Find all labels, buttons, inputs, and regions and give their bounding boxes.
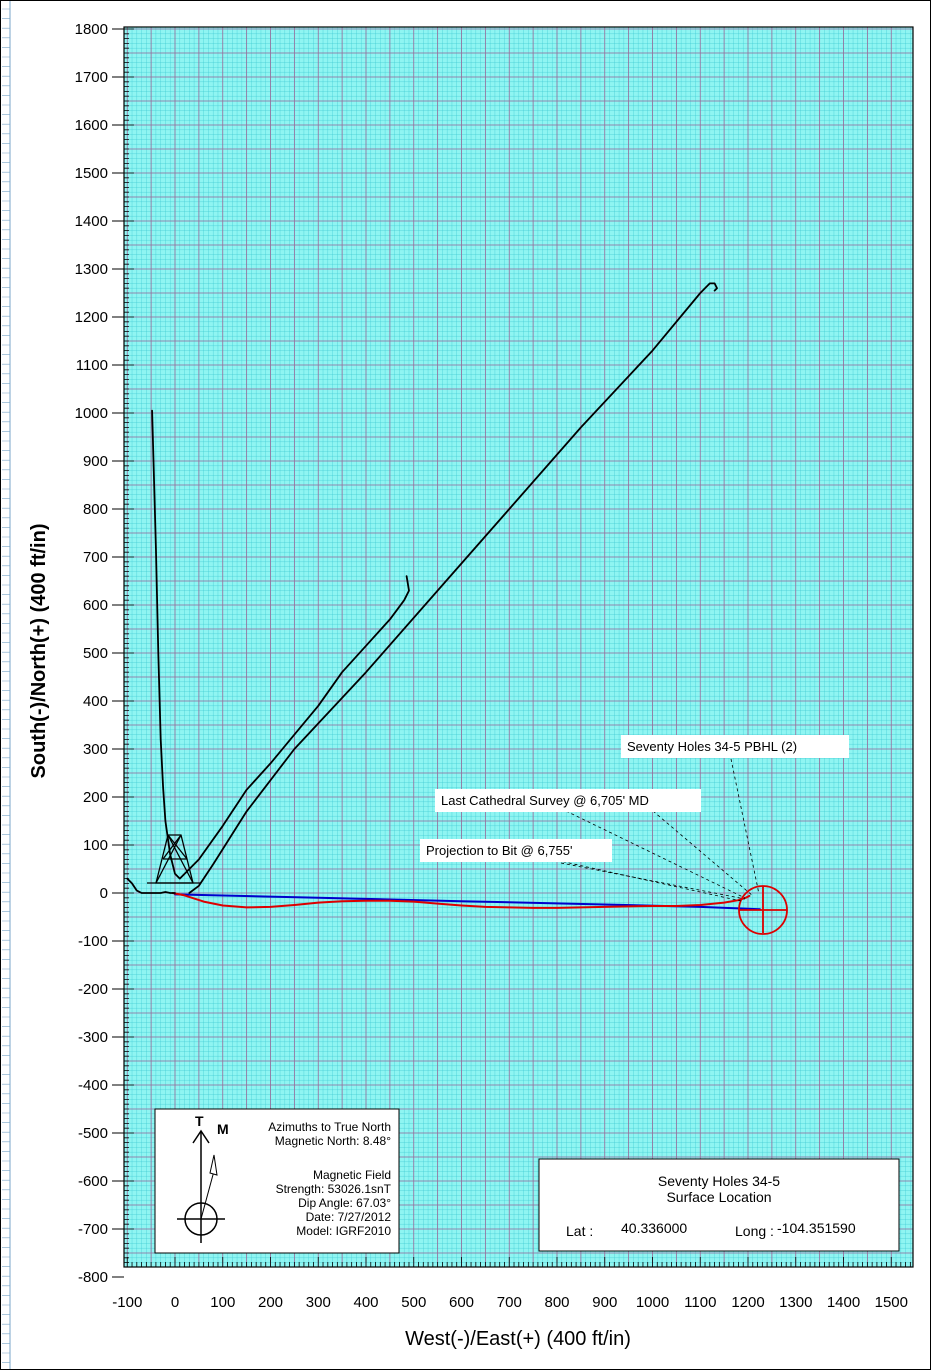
north-info-box: T M Azimuths to True North Magnetic Nort… — [154, 1108, 400, 1254]
pbhl-text: Seventy Holes 34-5 PBHL (2) — [627, 739, 797, 754]
x-tick-label: 1300 — [779, 1294, 812, 1311]
lat-label: Lat : — [566, 1223, 593, 1239]
y-tick-label: 700 — [83, 549, 108, 566]
x-tick-label: 1500 — [875, 1294, 908, 1311]
left-margin-ruler — [2, 1, 11, 1369]
last-survey-text: Last Cathedral Survey @ 6,705' MD — [441, 793, 649, 808]
y-tick-label: -800 — [78, 1269, 108, 1286]
long-value: -104.351590 — [777, 1220, 856, 1236]
major-grid — [124, 27, 913, 1267]
y-tick-label: 300 — [83, 741, 108, 758]
strength-text: Strength: 53026.1snT — [276, 1182, 392, 1196]
dip-angle-text: Dip Angle: 67.03° — [298, 1196, 391, 1210]
projection-label: Projection to Bit @ 6,755' — [420, 839, 612, 862]
long-label: Long : — [735, 1223, 774, 1239]
x-tick-label: 400 — [353, 1294, 378, 1311]
true-north-letter: T — [195, 1113, 204, 1129]
axis-ticks — [124, 28, 911, 1267]
annotation-leaders — [550, 758, 760, 902]
tick-marks — [124, 28, 911, 1267]
target-circle — [738, 885, 788, 935]
x-tick-label: -100 — [112, 1294, 142, 1311]
magnetic-north-letter: M — [217, 1121, 229, 1137]
y-tick-label: 0 — [100, 885, 108, 902]
y-tick-label: 900 — [83, 453, 108, 470]
azimuths-text: Azimuths to True North — [268, 1120, 391, 1134]
x-tick-label: 900 — [592, 1294, 617, 1311]
surface-location-box: Seventy Holes 34-5 Surface Location Lat … — [538, 1158, 900, 1252]
y-tick-label: 200 — [83, 789, 108, 806]
x-tick-label: 200 — [258, 1294, 283, 1311]
y-tick-label: -700 — [78, 1221, 108, 1238]
well-name-text: Seventy Holes 34-5 — [658, 1173, 780, 1189]
left-ruler-ticks — [2, 8, 10, 1363]
magnetic-north-arrowhead — [209, 1154, 218, 1176]
y-tick-label: 1800 — [75, 21, 108, 38]
true-north-arrowhead — [192, 1129, 210, 1144]
x-axis-title: West(-)/East(+) (400 ft/in) — [405, 1328, 631, 1350]
x-tick-label: 1000 — [636, 1294, 669, 1311]
rig-icon — [147, 834, 201, 884]
y-tick-label: -500 — [78, 1125, 108, 1142]
x-tick-label: 0 — [171, 1294, 179, 1311]
y-tick-label: 1700 — [75, 69, 108, 86]
x-tick-label: 1400 — [827, 1294, 860, 1311]
y-tick-label: 1100 — [76, 357, 108, 374]
y-tick-labels: 1800170016001500140013001200110010009008… — [75, 21, 124, 1286]
date-text: Date: 7/27/2012 — [306, 1210, 392, 1224]
major-grid-lines — [124, 27, 913, 1267]
offset-well-line-3 — [126, 877, 176, 894]
x-tick-label: 700 — [497, 1294, 522, 1311]
y-tick-label: -400 — [78, 1077, 108, 1094]
x-tick-label: 100 — [210, 1294, 235, 1311]
y-tick-label: 1500 — [75, 165, 108, 182]
x-tick-label: 500 — [401, 1294, 426, 1311]
y-tick-label: -600 — [78, 1173, 108, 1190]
x-tick-labels: -100 0 100 200 300 400 500 600 700 800 900 1000 1100… — [112, 1294, 908, 1311]
magnetic-north-arrow — [200, 1170, 215, 1220]
plot-background — [124, 27, 913, 1267]
x-tick-label: 1200 — [731, 1294, 764, 1311]
lat-value: 40.336000 — [621, 1220, 687, 1236]
y-tick-label: 1200 — [75, 309, 108, 326]
y-tick-label: 600 — [83, 597, 108, 614]
series-layer — [126, 282, 761, 911]
y-tick-label: 1400 — [75, 213, 108, 230]
x-tick-label: 300 — [306, 1294, 331, 1311]
last-survey-label: Last Cathedral Survey @ 6,705' MD — [435, 789, 701, 812]
actual-wellbore-line — [171, 892, 751, 909]
x-tick-label: 600 — [449, 1294, 474, 1311]
y-tick-label: 1600 — [75, 117, 108, 134]
y-tick-label: 400 — [83, 693, 108, 710]
magnetic-north-text: Magnetic North: 8.48° — [275, 1134, 391, 1148]
y-axis-title: South(-)/North(+) (400 ft/in) — [28, 524, 50, 779]
y-tick-label: 100 — [83, 837, 108, 854]
y-tick-label: -100 — [78, 933, 108, 950]
magnetic-field-text: Magnetic Field — [313, 1168, 391, 1182]
y-tick-label: 1000 — [75, 405, 108, 422]
y-tick-label: 500 — [83, 645, 108, 662]
offset-well-line-1 — [151, 409, 410, 880]
y-tick-label: -300 — [78, 1029, 108, 1046]
projection-text: Projection to Bit @ 6,755' — [426, 843, 572, 858]
plan-line — [174, 893, 761, 911]
x-tick-label: 1100 — [684, 1294, 716, 1311]
y-tick-label: 1300 — [75, 261, 108, 278]
x-tick-label: 800 — [544, 1294, 569, 1311]
pbhl-label: Seventy Holes 34-5 PBHL (2) — [621, 735, 849, 758]
model-text: Model: IGRF2010 — [296, 1224, 391, 1238]
offset-well-line-2 — [188, 282, 718, 894]
surface-location-text: Surface Location — [666, 1189, 771, 1205]
y-tick-label: 800 — [83, 501, 108, 518]
y-tick-label: -200 — [78, 981, 108, 998]
